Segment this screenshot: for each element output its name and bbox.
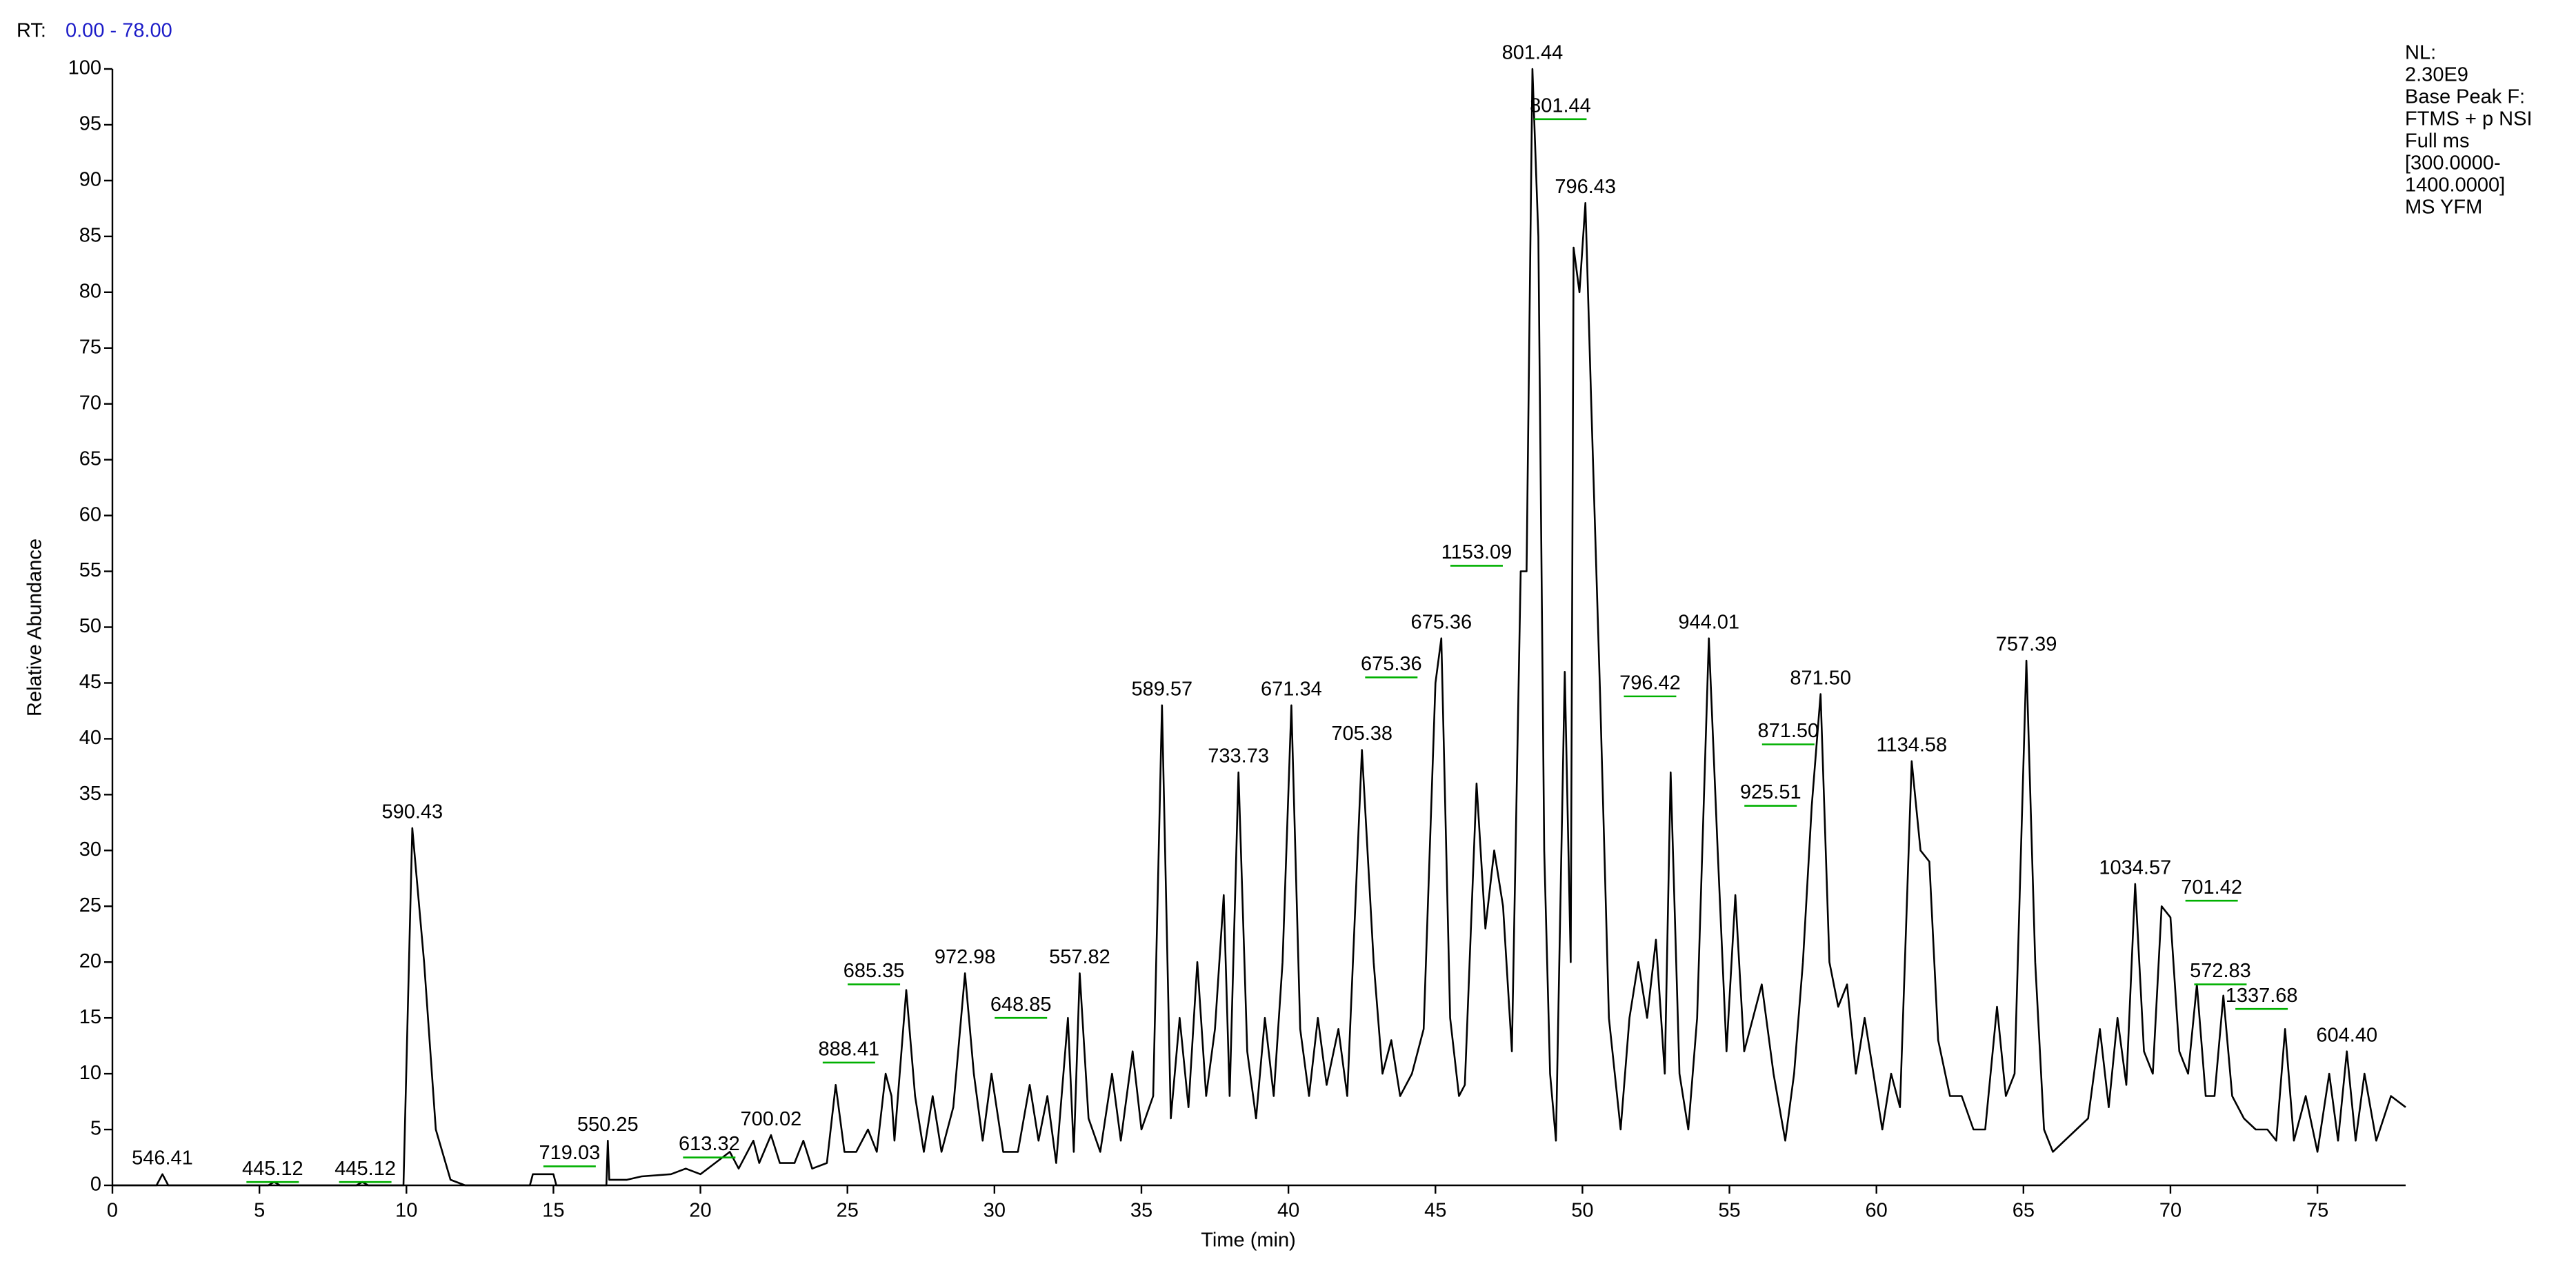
peak-label: 801.44 bbox=[1530, 95, 1591, 117]
info-line: FTMS + p NSI bbox=[2405, 108, 2533, 130]
peak-label: 944.01 bbox=[1678, 611, 1739, 633]
peak-label: 590.43 bbox=[381, 801, 443, 823]
peak-label: 604.40 bbox=[2316, 1024, 2377, 1046]
peak-label: 685.35 bbox=[843, 960, 905, 982]
peak-label: 671.34 bbox=[1261, 678, 1322, 700]
y-tick-label: 25 bbox=[79, 894, 101, 916]
info-line: Full ms bbox=[2405, 130, 2469, 152]
peak-label: 1034.57 bbox=[2099, 857, 2171, 879]
peak-label: 701.42 bbox=[2181, 876, 2242, 898]
y-tick-label: 55 bbox=[79, 559, 101, 581]
peak-label: 796.43 bbox=[1555, 176, 1616, 198]
info-line: NL: bbox=[2405, 42, 2436, 64]
peak-label: 925.51 bbox=[1740, 781, 1801, 803]
y-tick-label: 75 bbox=[79, 336, 101, 358]
peak-label: 888.41 bbox=[818, 1038, 879, 1061]
info-line: 1400.0000] bbox=[2405, 174, 2505, 197]
y-tick-label: 20 bbox=[79, 950, 101, 972]
x-tick-label: 70 bbox=[2159, 1200, 2181, 1222]
y-tick-label: 45 bbox=[79, 671, 101, 693]
x-tick-label: 50 bbox=[1571, 1200, 1593, 1222]
x-tick-label: 30 bbox=[984, 1200, 1006, 1222]
peak-label: 648.85 bbox=[990, 994, 1052, 1016]
x-axis-label: Time (min) bbox=[1201, 1229, 1295, 1252]
y-tick-label: 35 bbox=[79, 783, 101, 805]
peak-label: 572.83 bbox=[2190, 960, 2251, 982]
x-tick-label: 60 bbox=[1866, 1200, 1888, 1222]
x-tick-label: 40 bbox=[1277, 1200, 1299, 1222]
x-tick-label: 15 bbox=[542, 1200, 564, 1222]
y-tick-label: 50 bbox=[79, 615, 101, 637]
y-tick-label: 95 bbox=[79, 113, 101, 135]
y-tick-label: 30 bbox=[79, 839, 101, 861]
peak-label: 675.36 bbox=[1361, 653, 1422, 675]
peak-label: 1153.09 bbox=[1441, 541, 1512, 563]
y-tick-label: 15 bbox=[79, 1006, 101, 1028]
x-tick-label: 0 bbox=[107, 1200, 118, 1222]
x-tick-label: 45 bbox=[1424, 1200, 1446, 1222]
peak-label: 757.39 bbox=[1996, 634, 2057, 656]
x-tick-label: 55 bbox=[1718, 1200, 1740, 1222]
peak-label: 445.12 bbox=[242, 1158, 303, 1180]
info-line: Base Peak F: bbox=[2405, 86, 2525, 108]
peak-label: 705.38 bbox=[1331, 723, 1392, 745]
y-tick-label: 5 bbox=[90, 1118, 101, 1140]
peak-label: 557.82 bbox=[1049, 946, 1110, 968]
y-tick-label: 70 bbox=[79, 392, 101, 414]
peak-label: 550.25 bbox=[577, 1114, 639, 1136]
x-tick-label: 5 bbox=[254, 1200, 265, 1222]
peak-label: 700.02 bbox=[741, 1108, 802, 1130]
peak-label: 972.98 bbox=[935, 946, 996, 968]
x-tick-label: 75 bbox=[2306, 1200, 2328, 1222]
rt-range: 0.00 - 78.00 bbox=[66, 20, 172, 42]
y-tick-label: 10 bbox=[79, 1062, 101, 1084]
y-tick-label: 80 bbox=[79, 280, 101, 302]
y-tick-label: 100 bbox=[68, 57, 101, 79]
x-tick-label: 35 bbox=[1130, 1200, 1152, 1222]
peak-label: 589.57 bbox=[1131, 678, 1192, 700]
peak-label: 675.36 bbox=[1410, 611, 1472, 633]
peak-label: 801.44 bbox=[1502, 42, 1564, 64]
y-tick-label: 90 bbox=[79, 169, 101, 191]
x-tick-label: 20 bbox=[689, 1200, 711, 1222]
rt-label: RT: bbox=[17, 20, 46, 42]
x-tick-label: 10 bbox=[395, 1200, 417, 1222]
peak-label: 719.03 bbox=[539, 1142, 601, 1164]
info-line: 2.30E9 bbox=[2405, 64, 2468, 86]
y-tick-label: 0 bbox=[90, 1174, 101, 1196]
peak-label: 445.12 bbox=[335, 1158, 396, 1180]
x-tick-label: 65 bbox=[2013, 1200, 2035, 1222]
peak-label: 733.73 bbox=[1208, 745, 1269, 767]
y-axis-label: Relative Abundance bbox=[24, 539, 46, 716]
peak-label: 1337.68 bbox=[2226, 985, 2298, 1007]
y-tick-label: 60 bbox=[79, 503, 101, 525]
info-line: [300.0000- bbox=[2405, 152, 2501, 174]
peak-label: 796.42 bbox=[1619, 672, 1681, 694]
peak-label: 546.41 bbox=[132, 1147, 193, 1169]
peak-label: 1134.58 bbox=[1877, 734, 1948, 756]
info-line: MS YFM bbox=[2405, 197, 2482, 219]
trace bbox=[112, 68, 2406, 1187]
y-tick-label: 85 bbox=[79, 225, 101, 247]
x-tick-label: 25 bbox=[837, 1200, 859, 1222]
peak-label: 613.32 bbox=[679, 1133, 740, 1155]
peak-label: 871.50 bbox=[1757, 720, 1819, 742]
peak-label: 871.50 bbox=[1790, 667, 1851, 689]
y-tick-label: 65 bbox=[79, 448, 101, 470]
y-tick-label: 40 bbox=[79, 727, 101, 749]
